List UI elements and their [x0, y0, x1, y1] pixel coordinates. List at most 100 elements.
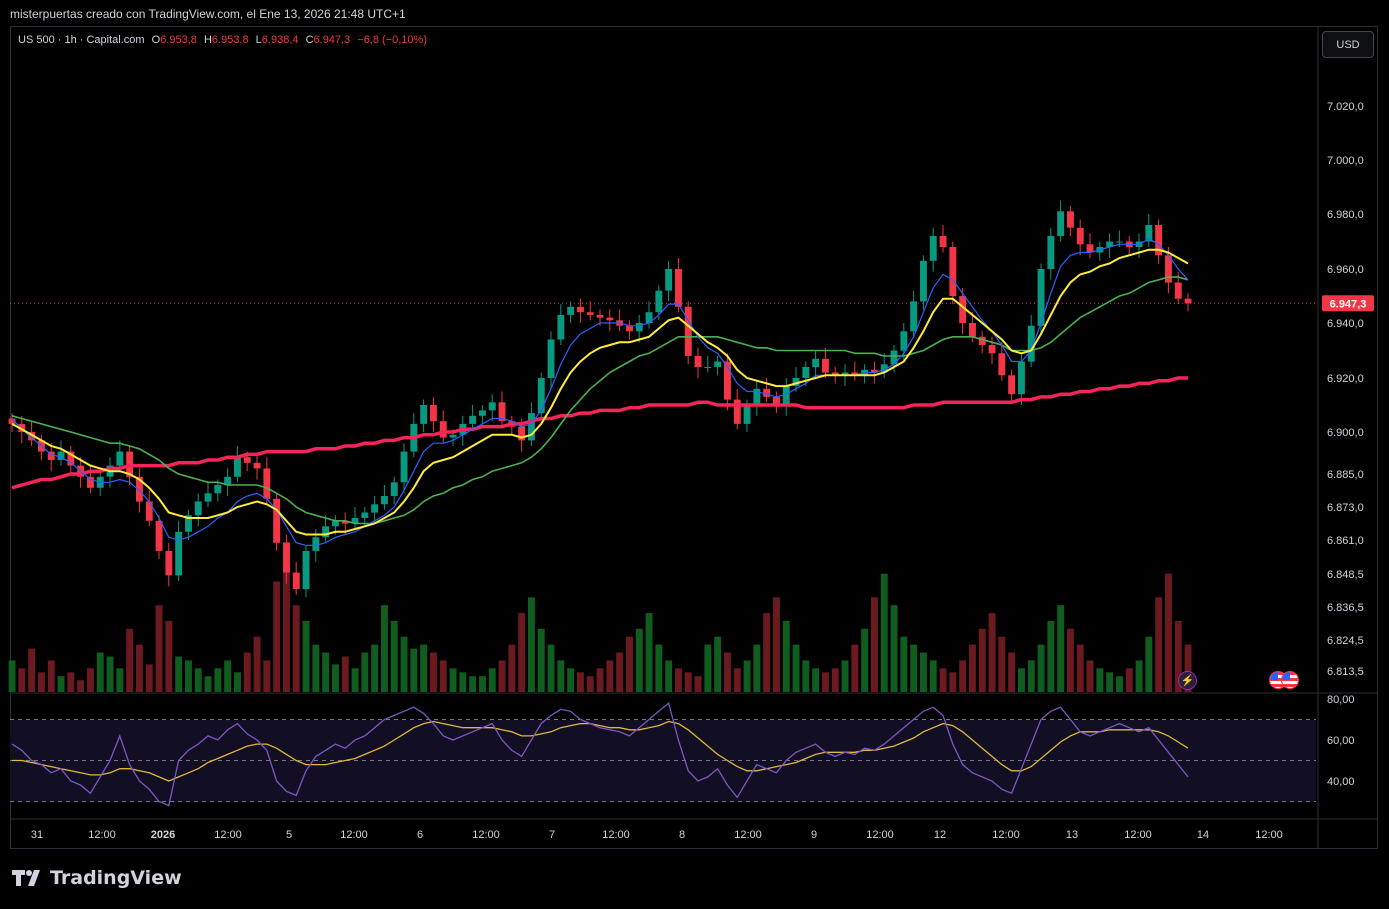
candle-down[interactable]	[498, 402, 506, 422]
candle-up[interactable]	[802, 367, 810, 378]
candle-down[interactable]	[8, 418, 16, 424]
candle-up[interactable]	[547, 339, 555, 379]
candle-down[interactable]	[1155, 225, 1163, 256]
candle-down[interactable]	[577, 306, 584, 313]
candle-down[interactable]	[28, 432, 36, 441]
candle-up[interactable]	[214, 485, 222, 494]
candle-up[interactable]	[204, 493, 212, 502]
candle-up[interactable]	[910, 301, 918, 332]
candle-up[interactable]	[332, 520, 339, 527]
candle-up[interactable]	[1116, 241, 1123, 243]
chart-frame[interactable]	[10, 26, 1378, 849]
candle-down[interactable]	[978, 336, 986, 346]
candle-up[interactable]	[361, 512, 369, 519]
candle-up[interactable]	[920, 260, 927, 302]
candle-up[interactable]	[655, 290, 663, 313]
candle-down[interactable]	[998, 353, 1006, 376]
candle-down[interactable]	[959, 296, 967, 323]
candle-down[interactable]	[939, 236, 947, 247]
candle-up[interactable]	[704, 367, 712, 368]
candle-down[interactable]	[1174, 282, 1182, 299]
candle-up[interactable]	[841, 372, 849, 376]
candle-up[interactable]	[420, 405, 428, 424]
candle-down[interactable]	[694, 356, 702, 367]
candle-up[interactable]	[567, 306, 575, 315]
candle-down[interactable]	[67, 451, 75, 466]
candle-up[interactable]	[400, 451, 408, 483]
candle-down[interactable]	[733, 399, 741, 424]
candle-up[interactable]	[371, 504, 379, 513]
candle-down[interactable]	[145, 501, 153, 521]
candle-up[interactable]	[890, 350, 898, 365]
candle-down[interactable]	[1067, 211, 1074, 228]
candle-down[interactable]	[165, 550, 173, 576]
candle-down[interactable]	[263, 468, 271, 499]
candle-up[interactable]	[390, 482, 398, 497]
candle-up[interactable]	[194, 501, 202, 516]
candle-up[interactable]	[753, 388, 761, 405]
candle-up[interactable]	[488, 402, 496, 411]
candle-up[interactable]	[469, 415, 477, 424]
candle-up[interactable]	[381, 496, 388, 505]
candle-up[interactable]	[351, 518, 359, 524]
candle-down[interactable]	[18, 423, 26, 432]
candle-up[interactable]	[322, 526, 330, 538]
candle-up[interactable]	[743, 405, 751, 424]
candle-down[interactable]	[831, 372, 839, 376]
candle-up[interactable]	[557, 314, 565, 340]
candle-down[interactable]	[773, 396, 780, 405]
candle-up[interactable]	[665, 269, 673, 291]
candle-down[interactable]	[1184, 298, 1192, 304]
candle-down[interactable]	[243, 457, 251, 463]
candle-up[interactable]	[1047, 236, 1055, 269]
candle-up[interactable]	[302, 550, 310, 590]
candle-down[interactable]	[430, 405, 437, 422]
candle-up[interactable]	[1106, 241, 1114, 248]
candle-up[interactable]	[1037, 269, 1045, 326]
us-flag-icon-2[interactable]	[1281, 671, 1299, 689]
candle-down[interactable]	[596, 314, 604, 318]
candle-down[interactable]	[675, 269, 682, 307]
lightning-icon[interactable]: ⚡	[1178, 671, 1197, 690]
candle-up[interactable]	[812, 358, 820, 368]
candle-up[interactable]	[714, 361, 722, 368]
candle-up[interactable]	[880, 364, 888, 373]
candle-up[interactable]	[312, 537, 320, 551]
candle-up[interactable]	[224, 476, 232, 486]
candle-up[interactable]	[1018, 361, 1025, 395]
candle-up[interactable]	[1057, 211, 1065, 236]
candle-up[interactable]	[116, 451, 124, 466]
candle-down[interactable]	[292, 572, 300, 590]
candle-down[interactable]	[606, 317, 614, 321]
candle-down[interactable]	[586, 312, 594, 315]
candle-down[interactable]	[439, 421, 447, 438]
candle-up[interactable]	[900, 331, 908, 351]
candle-down[interactable]	[724, 361, 731, 400]
candle-down[interactable]	[1076, 227, 1084, 245]
candle-down[interactable]	[1008, 375, 1016, 395]
candle-up[interactable]	[792, 378, 800, 387]
candle-down[interactable]	[273, 498, 281, 543]
candle-down[interactable]	[1165, 255, 1172, 283]
candle-up[interactable]	[175, 531, 183, 576]
candle-down[interactable]	[763, 388, 771, 397]
candle-down[interactable]	[518, 426, 526, 441]
candle-up[interactable]	[782, 386, 790, 405]
candle-down[interactable]	[969, 323, 976, 337]
currency-button[interactable]: USD	[1322, 31, 1374, 58]
candle-up[interactable]	[645, 312, 653, 323]
candle-down[interactable]	[684, 306, 692, 356]
candle-up[interactable]	[528, 413, 535, 441]
candle-up[interactable]	[479, 410, 486, 416]
candle-down[interactable]	[136, 476, 143, 502]
candle-up[interactable]	[185, 515, 192, 532]
candle-up[interactable]	[1145, 225, 1153, 242]
candle-up[interactable]	[929, 236, 937, 261]
candle-down[interactable]	[851, 372, 859, 376]
candle-down[interactable]	[253, 462, 261, 469]
candle-down[interactable]	[871, 369, 878, 373]
candle-down[interactable]	[988, 345, 996, 354]
candle-down[interactable]	[626, 325, 633, 332]
candle-down[interactable]	[822, 358, 829, 373]
